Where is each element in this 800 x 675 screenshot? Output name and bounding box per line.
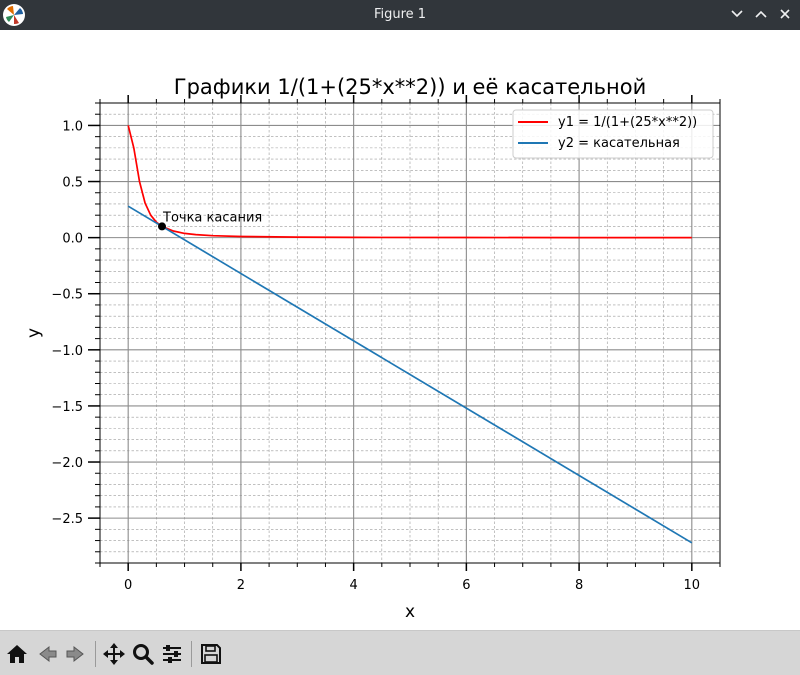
sliders-icon	[163, 645, 181, 663]
y-tick-label: 0.5	[62, 176, 83, 191]
y-axis-label: y	[24, 328, 44, 338]
y-tick-label: 1.0	[62, 119, 83, 134]
x-tick-label: 8	[575, 578, 583, 593]
x-tick-label: 6	[462, 578, 470, 593]
x-axis-label: x	[405, 602, 415, 622]
minimize-button[interactable]	[727, 4, 747, 24]
toolbar-separator	[191, 641, 192, 667]
legend: y1 = 1/(1+(25*x**2)) y2 = касательная	[512, 109, 714, 159]
figure-canvas[interactable]: Графики 1/(1+(25*x**2)) и её касательной…	[0, 30, 800, 630]
home-icon	[7, 645, 27, 663]
close-icon	[780, 9, 790, 19]
x-tick-label: 4	[349, 578, 357, 593]
zoom-button[interactable]	[129, 640, 157, 668]
toolbar-separator	[95, 641, 96, 667]
axes: 0 2 4 6 8 10 1.0 0.5 0.0 −0.5 −1.0 −1.5 −2.0 −2.5	[51, 95, 721, 593]
plot-area: Точка касания	[127, 125, 693, 544]
chevron-up-icon	[755, 10, 767, 18]
grid	[99, 102, 721, 564]
chevron-down-icon	[731, 10, 743, 18]
window-title: Figure 1	[373, 7, 427, 22]
back-arrow-icon	[39, 645, 57, 663]
pan-button[interactable]	[100, 640, 128, 668]
home-button[interactable]	[3, 640, 31, 668]
configure-subplots-button[interactable]	[158, 640, 186, 668]
window-titlebar: Figure 1	[0, 0, 800, 30]
series-line-2	[127, 205, 693, 544]
x-tick-label: 2	[237, 578, 245, 593]
maximize-button[interactable]	[751, 4, 771, 24]
save-button[interactable]	[197, 640, 225, 668]
chart: Графики 1/(1+(25*x**2)) и её касательной…	[24, 75, 721, 622]
back-button[interactable]	[33, 640, 61, 668]
forward-arrow-icon	[66, 645, 84, 663]
y-tick-label: −2.0	[51, 456, 83, 471]
legend-label-2: y2 = касательная	[558, 136, 680, 151]
magnifier-icon	[133, 644, 154, 665]
close-button[interactable]	[775, 4, 795, 24]
series-line-1	[127, 125, 692, 239]
y-tick-label: −2.5	[51, 512, 83, 527]
move-arrows-icon	[103, 643, 125, 665]
legend-label-1: y1 = 1/(1+(25*x**2))	[558, 115, 697, 130]
x-tick-label: 10	[684, 578, 701, 593]
forward-button[interactable]	[62, 640, 90, 668]
y-tick-label: −1.5	[51, 400, 83, 415]
chart-title: Графики 1/(1+(25*x**2)) и её касательной	[174, 75, 646, 99]
tangent-point-marker	[158, 222, 166, 231]
tangent-point-label: Точка касания	[162, 210, 262, 225]
navigation-toolbar	[0, 630, 800, 675]
x-tick-label: 0	[124, 578, 132, 593]
y-tick-label: −0.5	[51, 288, 83, 303]
y-tick-label: −1.0	[51, 344, 83, 359]
app-logo-icon	[3, 4, 25, 26]
floppy-disk-icon	[201, 644, 221, 664]
legend-box	[512, 109, 714, 159]
y-tick-label: 0.0	[62, 232, 83, 247]
